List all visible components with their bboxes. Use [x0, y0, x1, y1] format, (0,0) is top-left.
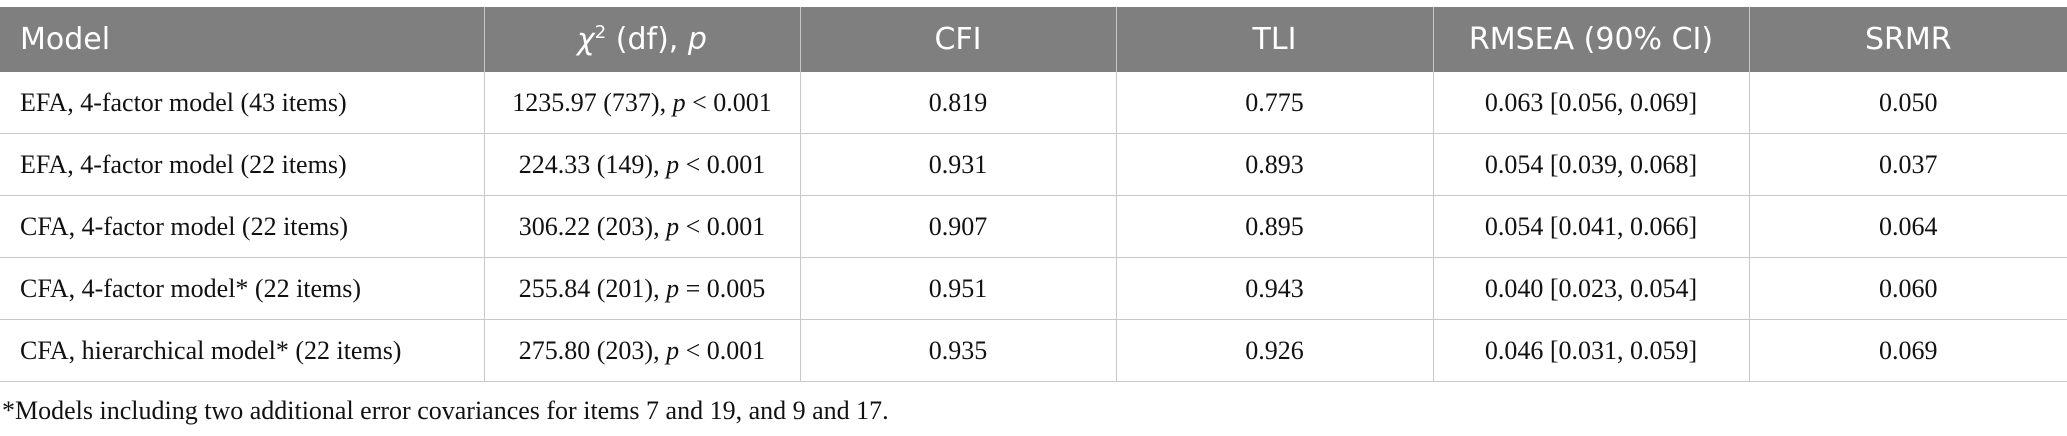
p-value: < 0.001 — [685, 149, 766, 179]
table-cell: 0.046 [0.031, 0.059] — [1433, 319, 1750, 382]
table-cell: EFA, 4-factor model (43 items) — [0, 72, 485, 134]
chi-value: 255.84 (201), — [518, 273, 660, 303]
chi-value: 306.22 (203), — [518, 211, 660, 241]
table-row: CFA, 4-factor model* (22 items) 255.84 (2… — [0, 257, 2067, 320]
table-cell: 0.895 — [1116, 195, 1434, 258]
table-cell: 0.893 — [1116, 133, 1434, 196]
table-cell: CFA, 4-factor model* (22 items) — [0, 257, 485, 320]
p-label: p — [666, 273, 680, 303]
chi-value: 1235.97 (737), — [512, 87, 667, 117]
table-cell: 0.819 — [800, 72, 1117, 134]
table-cell: 0.040 [0.023, 0.054] — [1433, 257, 1750, 320]
header-cell: CFI — [800, 7, 1117, 72]
chi-symbol: χ — [577, 22, 595, 57]
table-cell: 0.926 — [1116, 319, 1434, 382]
header-cell: SRMR — [1749, 7, 2067, 72]
header-text: (df), — [615, 22, 679, 57]
superscript: 2 — [594, 22, 607, 43]
table-cell: 275.80 (203), p < 0.001 — [484, 319, 801, 382]
results-table: Model χ2 (df), p CFI TLI RMSEA (90% CI) SRMR … — [0, 7, 2067, 382]
table-cell: 0.050 — [1749, 72, 2067, 134]
header-cell: χ2 (df), p — [484, 7, 801, 72]
p-value: = 0.005 — [685, 273, 766, 303]
table-cell: EFA, 4-factor model (22 items) — [0, 133, 485, 196]
table-cell: 0.060 — [1749, 257, 2067, 320]
table-cell: 0.064 — [1749, 195, 2067, 258]
table-cell: 0.931 — [800, 133, 1117, 196]
table-cell: 0.775 — [1116, 72, 1434, 134]
table-row: EFA, 4-factor model (43 items) 1235.97 (7… — [0, 72, 2067, 134]
p-label: p — [672, 87, 686, 117]
table-row: CFA, hierarchical model* (22 items) 275.8… — [0, 319, 2067, 382]
table-row: EFA, 4-factor model (22 items) 224.33 (14… — [0, 133, 2067, 196]
p-label: p — [666, 211, 680, 241]
table-cell: 306.22 (203), p < 0.001 — [484, 195, 801, 258]
table-cell: 0.054 [0.041, 0.066] — [1433, 195, 1750, 258]
table-cell: 0.069 — [1749, 319, 2067, 382]
table-cell: CFA, 4-factor model (22 items) — [0, 195, 485, 258]
table-cell: 0.907 — [800, 195, 1117, 258]
chi-value: 224.33 (149), — [518, 149, 660, 179]
header-row: Model χ2 (df), p CFI TLI RMSEA (90% CI) SRMR — [0, 7, 2067, 72]
table-row: CFA, 4-factor model (22 items) 306.22 (20… — [0, 195, 2067, 258]
header-cell: Model — [0, 7, 485, 72]
p-value: < 0.001 — [685, 211, 766, 241]
table-cell: CFA, hierarchical model* (22 items) — [0, 319, 485, 382]
table-cell: 0.037 — [1749, 133, 2067, 196]
table-cell: 255.84 (201), p = 0.005 — [484, 257, 801, 320]
table-cell: 0.951 — [800, 257, 1117, 320]
p-label: p — [666, 335, 680, 365]
footnote: *Models including two additional error c… — [2, 396, 889, 425]
table-body: EFA, 4-factor model (43 items) 1235.97 (7… — [0, 72, 2067, 382]
table-cell: 0.943 — [1116, 257, 1434, 320]
table-cell: 0.063 [0.056, 0.069] — [1433, 72, 1750, 134]
table-cell: 224.33 (149), p < 0.001 — [484, 133, 801, 196]
header-cell: TLI — [1116, 7, 1434, 72]
header-cell: RMSEA (90% CI) — [1433, 7, 1750, 72]
p-value: < 0.001 — [685, 335, 766, 365]
p-label: p — [666, 149, 680, 179]
table-cell: 0.054 [0.039, 0.068] — [1433, 133, 1750, 196]
p-value: < 0.001 — [692, 87, 772, 117]
table-cell: 0.935 — [800, 319, 1117, 382]
p-label: p — [687, 22, 707, 57]
table-cell: 1235.97 (737), p < 0.001 — [484, 72, 801, 134]
chi-value: 275.80 (203), — [518, 335, 660, 365]
